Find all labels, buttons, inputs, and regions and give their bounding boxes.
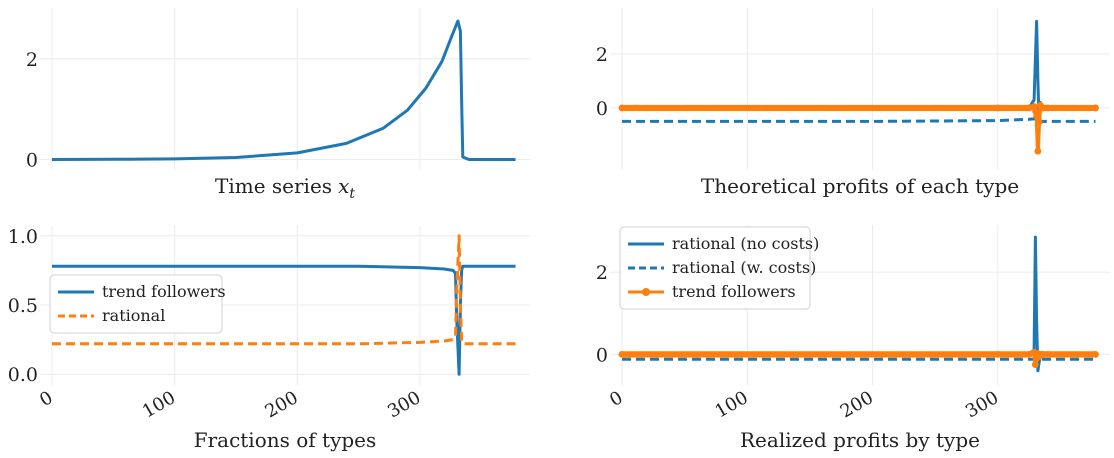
chart-0-title: Time series xt bbox=[215, 174, 355, 202]
chart-3-legend-label: rational (w. costs) bbox=[672, 258, 816, 277]
chart-0-title-text: Time series bbox=[215, 174, 332, 198]
fractions-panel: 0.0 0.5 1.0 0 100 200 300 Fractions of types tre… bbox=[8, 225, 530, 452]
chart-2-ytick-label: 1.0 bbox=[8, 226, 38, 248]
chart-1-series-2-point bbox=[618, 104, 626, 112]
chart-3-series-2-point bbox=[994, 350, 1002, 358]
chart-1-series-2-point bbox=[1092, 104, 1099, 112]
chart-1-series-0-line bbox=[622, 117, 1096, 126]
chart-0-title-math: x bbox=[338, 174, 349, 198]
chart-3-legend bbox=[619, 226, 811, 310]
chart-1-series-2-point bbox=[1033, 112, 1041, 120]
chart-3-title-text: Realized profits by type bbox=[740, 428, 980, 452]
chart-3-legend-marker bbox=[642, 288, 650, 296]
chart-3-xtick-label: 0 bbox=[606, 387, 626, 411]
chart-3-legend-label: rational (no costs) bbox=[672, 234, 819, 253]
time-series-panel: 0 2 Time series xt bbox=[26, 8, 530, 202]
chart-1-series-2-point bbox=[1035, 118, 1043, 125]
chart-0-series-0-line bbox=[51, 19, 516, 161]
chart-2-ytick-label: 0.0 bbox=[8, 364, 38, 386]
chart-2-title-text: Fractions of types bbox=[194, 428, 377, 452]
chart-3-xtick-label: 100 bbox=[712, 387, 752, 422]
chart-2-xtick-label: 300 bbox=[384, 387, 424, 422]
chart-3-ytick-label: 2 bbox=[596, 262, 608, 284]
chart-3-ytick-label: 0 bbox=[596, 344, 608, 366]
chart-1-ytick-label: 0 bbox=[596, 98, 608, 120]
chart-2-xtick-label: 0 bbox=[36, 387, 56, 411]
chart-1-series-2-point bbox=[994, 104, 1002, 112]
chart-1-series-2-point bbox=[1034, 147, 1042, 155]
chart-2-xtick-label: 200 bbox=[262, 387, 302, 422]
chart-0-ytick-label: 0 bbox=[26, 149, 38, 171]
chart-3-series-2-point bbox=[618, 350, 626, 358]
chart-0-title-sub: t bbox=[349, 186, 355, 202]
chart-1-series-2-line bbox=[622, 103, 1096, 154]
chart-3-xtick-label: 200 bbox=[837, 387, 877, 422]
chart-3-xtick-label: 300 bbox=[962, 387, 1002, 422]
chart-2-series-0-line bbox=[52, 264, 516, 376]
chart-2-series-1-line bbox=[52, 234, 516, 346]
chart-3-series-2-point bbox=[1039, 350, 1047, 358]
realized-profits-panel: 0 2 0 100 200 300 Realized profits by type rati… bbox=[596, 225, 1110, 452]
chart-2-legend-label: rational bbox=[102, 306, 165, 325]
chart-0-ytick-label: 2 bbox=[26, 49, 38, 71]
chart-1-ytick-label: 2 bbox=[596, 44, 608, 66]
theoretical-profits-panel: 0 2 Theoretical profits of each type bbox=[596, 8, 1110, 198]
chart-1-series-2-point bbox=[1030, 103, 1038, 110]
chart-1-series-2-point bbox=[1044, 104, 1052, 112]
chart-3-title: Realized profits by type bbox=[740, 428, 980, 452]
chart-2-legend-label: trend followers bbox=[102, 282, 226, 301]
chart-1-title-text: Theoretical profits of each type bbox=[701, 174, 1019, 198]
chart-3-series-2-point bbox=[1092, 350, 1099, 358]
chart-3-series-2-point bbox=[1044, 350, 1052, 358]
chart-3-legend-label: trend followers bbox=[672, 282, 796, 301]
chart-2-title: Fractions of types bbox=[194, 428, 377, 452]
chart-3-series-2-point bbox=[1031, 361, 1039, 369]
chart-2-xtick-label: 100 bbox=[139, 387, 179, 422]
chart-2-ytick-label: 0.5 bbox=[8, 295, 38, 317]
chart-2-legend bbox=[49, 274, 223, 334]
chart-1-title: Theoretical profits of each type bbox=[701, 174, 1019, 198]
chart-1-series-2-point bbox=[1039, 104, 1047, 112]
